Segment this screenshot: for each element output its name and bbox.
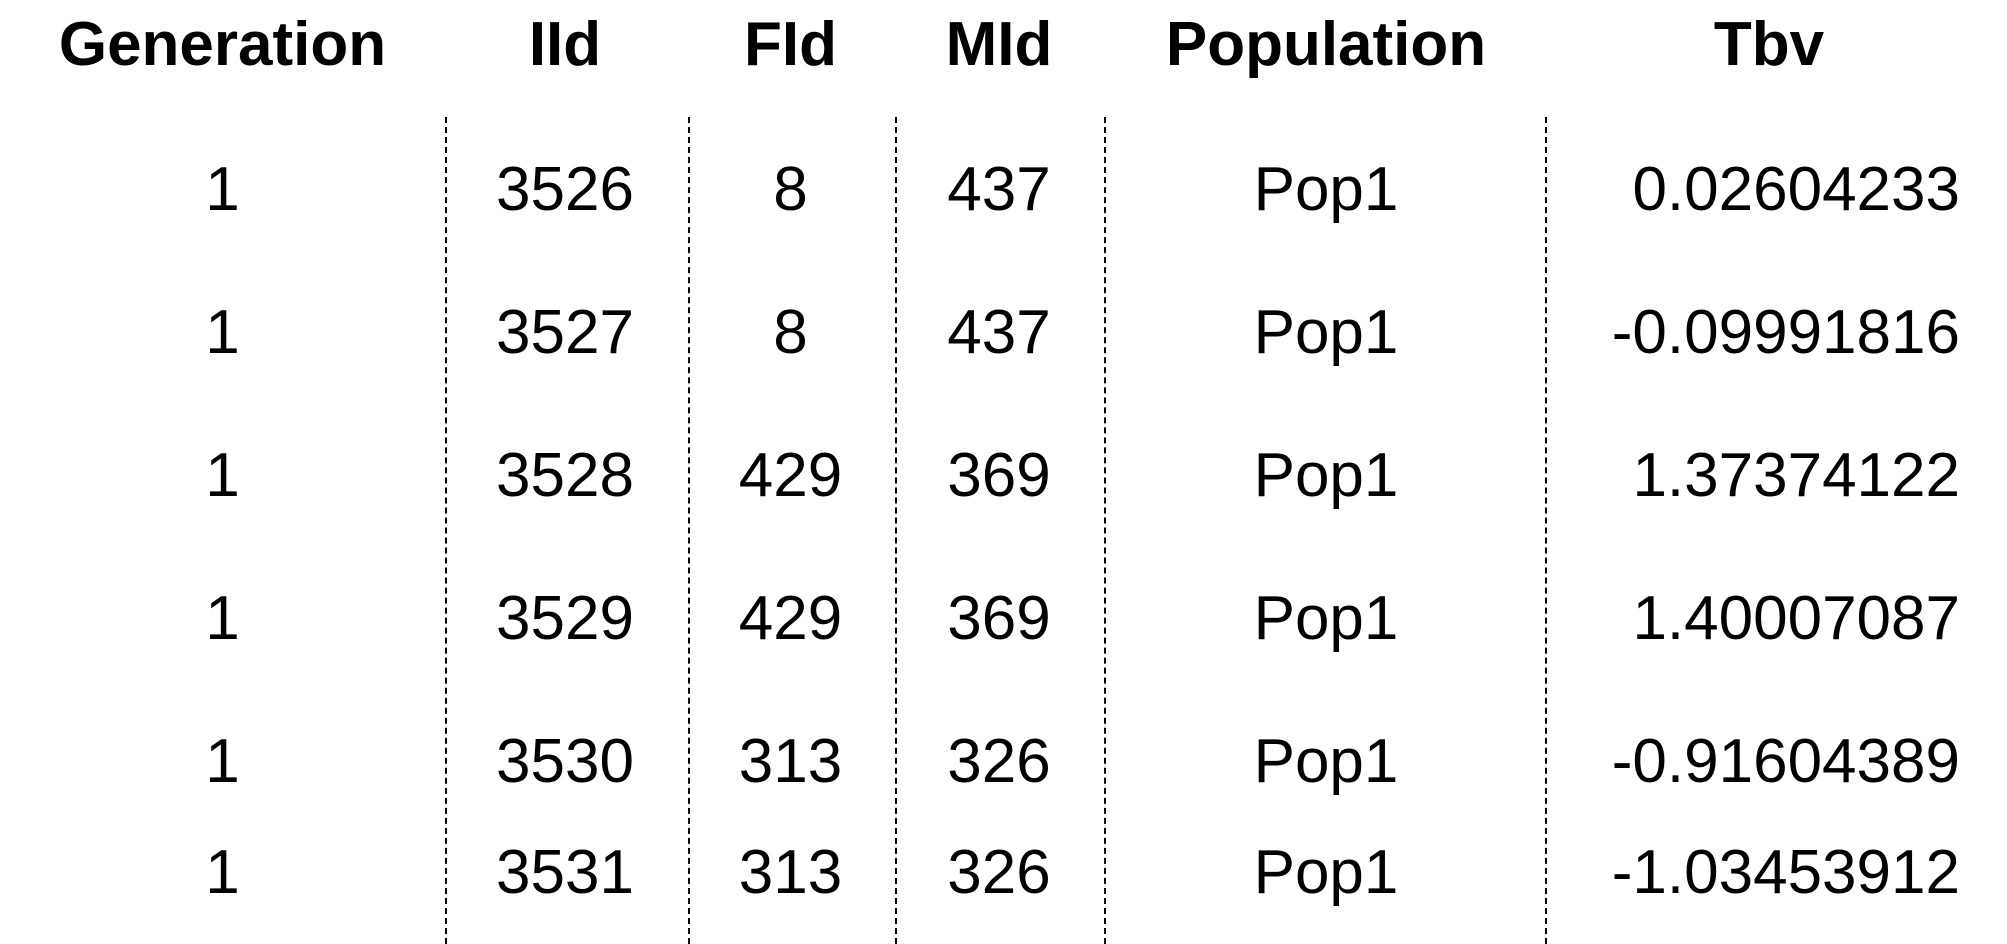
cell-tbv: 1.37374122 [1632, 441, 1960, 510]
cell-mid: 437 [947, 155, 1051, 224]
column-header-tbv: Tbv [1713, 10, 1825, 79]
cell-generation: 1 [205, 838, 240, 907]
cell-generation: 1 [205, 584, 240, 653]
cell-mid: 326 [947, 838, 1051, 907]
column-divider [1545, 117, 1547, 944]
cell-iid: 3528 [496, 441, 634, 510]
cell-iid: 3526 [496, 155, 634, 224]
column-header-fid: FId [744, 10, 837, 79]
cell-mid: 326 [947, 727, 1051, 796]
cell-fid: 313 [738, 727, 843, 796]
cell-mid: 369 [947, 441, 1051, 510]
cell-generation: 1 [205, 727, 240, 796]
column-header-generation: Generation [58, 10, 387, 79]
cell-iid: 3530 [496, 727, 634, 796]
column-divider [445, 117, 447, 944]
cell-population: Pop1 [1253, 584, 1399, 653]
cell-population: Pop1 [1253, 298, 1399, 367]
column-header-population: Population [1165, 10, 1487, 79]
column-divider [688, 117, 690, 944]
cell-fid: 429 [738, 441, 843, 510]
cell-tbv: -0.09991816 [1611, 298, 1960, 367]
cell-population: Pop1 [1253, 838, 1399, 907]
cell-fid: 8 [773, 298, 808, 367]
column-header-mid: MId [945, 10, 1053, 79]
cell-generation: 1 [205, 155, 240, 224]
cell-tbv: -1.03453912 [1611, 838, 1960, 907]
cell-tbv: 0.02604233 [1632, 155, 1960, 224]
column-divider [895, 117, 897, 944]
cell-tbv: 1.40007087 [1632, 584, 1960, 653]
cell-population: Pop1 [1253, 727, 1399, 796]
cell-generation: 1 [205, 441, 240, 510]
cell-population: Pop1 [1253, 155, 1399, 224]
cell-iid: 3529 [496, 584, 634, 653]
column-header-iid: IId [528, 10, 602, 79]
cell-mid: 369 [947, 584, 1051, 653]
cell-iid: 3527 [496, 298, 634, 367]
cell-population: Pop1 [1253, 441, 1399, 510]
cell-fid: 8 [773, 155, 808, 224]
cell-fid: 429 [738, 584, 843, 653]
cell-fid: 313 [738, 838, 843, 907]
cell-tbv: -0.91604389 [1611, 727, 1960, 796]
cell-mid: 437 [947, 298, 1051, 367]
cell-generation: 1 [205, 298, 240, 367]
cell-iid: 3531 [496, 838, 634, 907]
column-divider [1104, 117, 1106, 944]
